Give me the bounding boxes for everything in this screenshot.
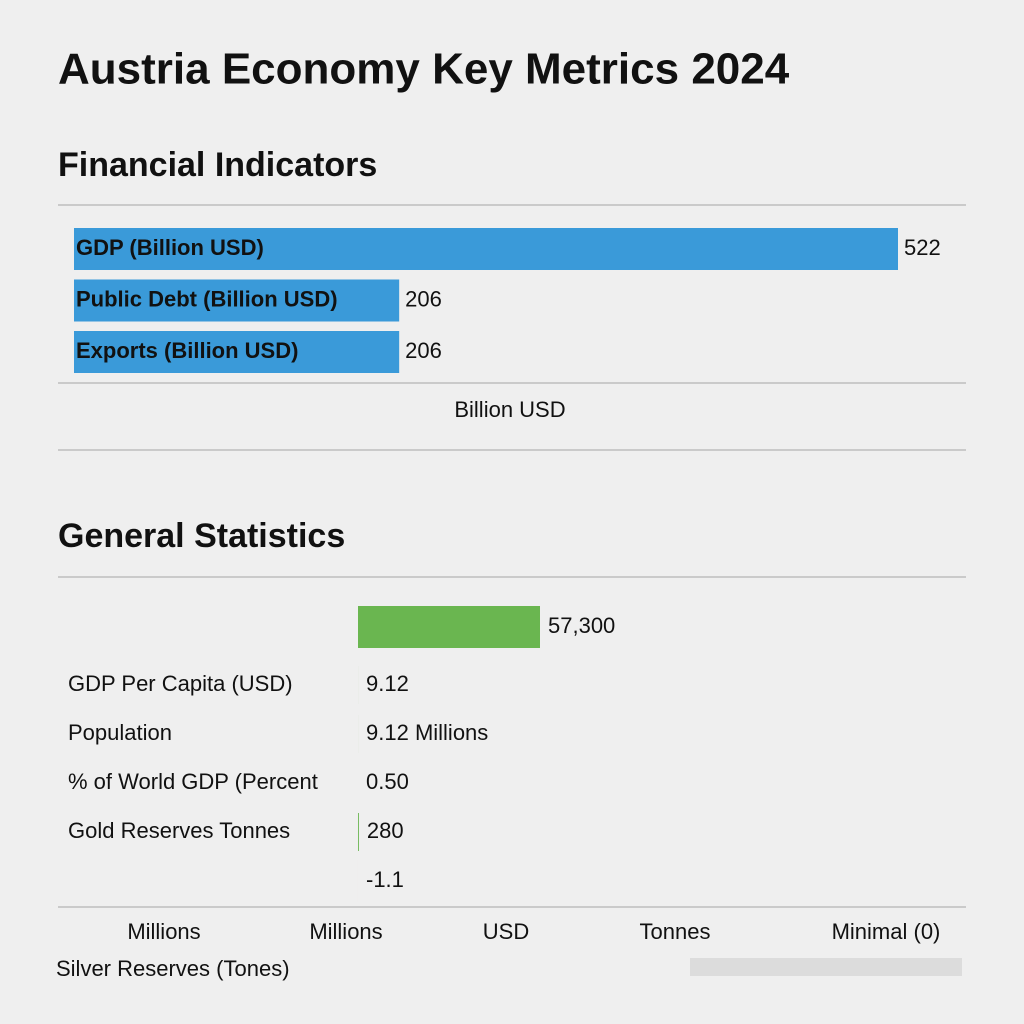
value-label: 522 <box>904 235 941 260</box>
value-label: -1.1 <box>366 867 404 892</box>
category-label: GDP (Billion USD) <box>76 235 264 260</box>
x-label: Minimal (0) <box>832 919 941 944</box>
bar <box>74 331 400 373</box>
bar <box>74 228 898 270</box>
value-label: 280 <box>367 818 404 843</box>
section-title: Financial Indicators <box>58 146 377 184</box>
value-label: 9.12 Millions <box>366 720 488 745</box>
value-label: 206 <box>405 338 442 363</box>
bar <box>358 813 359 851</box>
value-label: 57,300 <box>548 613 615 638</box>
bar <box>358 606 540 648</box>
value-label: 0.50 <box>366 769 409 794</box>
x-label: Millions <box>309 919 382 944</box>
value-label: 206 <box>405 286 442 311</box>
x-label: Tonnes <box>640 919 711 944</box>
category-label: Population <box>68 720 172 745</box>
x-label: Millions <box>127 919 200 944</box>
category-label: Public Debt (Billion USD) <box>76 286 338 311</box>
value-label: 9.12 <box>366 671 409 696</box>
bar <box>74 279 400 322</box>
scrollbar[interactable] <box>690 958 962 976</box>
category-label: Gold Reserves Tonnes <box>68 818 290 843</box>
category-label: GDP Per Capita (USD) <box>68 671 293 696</box>
axis-label: Billion USD <box>454 397 565 422</box>
category-label: % of World GDP (Percent <box>68 769 318 794</box>
section-title: General Statistics <box>58 517 345 555</box>
footnote: Silver Reserves (Tones) <box>56 956 290 981</box>
page-title: Austria Economy Key Metrics 2024 <box>58 45 790 94</box>
x-label: USD <box>483 919 529 944</box>
category-label: Exports (Billion USD) <box>76 338 298 363</box>
